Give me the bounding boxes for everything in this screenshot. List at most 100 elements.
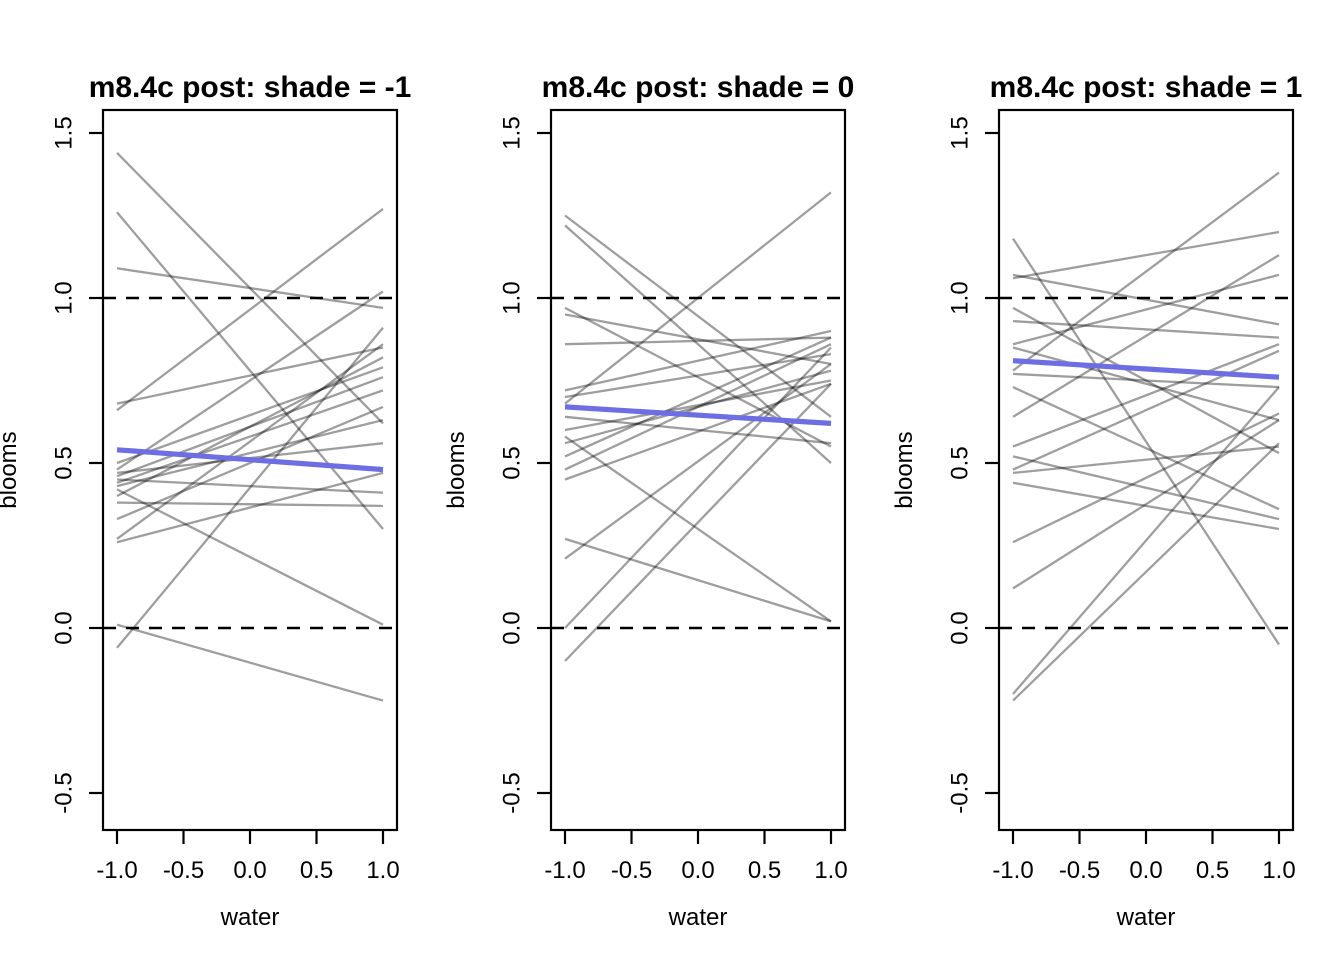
posterior-sample-line <box>116 207 384 412</box>
posterior-sample-line <box>1012 273 1280 346</box>
posterior-sample-line <box>116 151 384 425</box>
posterior-sample-line <box>1012 419 1280 590</box>
x-tick-label: -0.5 <box>1059 857 1100 884</box>
posterior-sample-line <box>564 537 832 623</box>
posterior-sample-line <box>564 214 832 418</box>
posterior-sample-line <box>1012 319 1280 339</box>
posterior-sample-line <box>116 478 384 494</box>
posterior-sample-line <box>116 267 384 310</box>
posterior-sample-line <box>116 211 384 530</box>
posterior-sample-line <box>116 326 384 649</box>
x-axis-label: water <box>1116 904 1176 931</box>
y-tick-label: 1.5 <box>947 116 974 149</box>
posterior-sample-line <box>116 471 384 544</box>
y-tick-label: 1.0 <box>499 281 526 314</box>
x-tick-label: 0.5 <box>300 857 333 884</box>
plot-frame <box>549 108 847 832</box>
y-axis-label: blooms <box>443 431 470 508</box>
y-tick-label: -0.5 <box>947 772 974 813</box>
posterior-sample-line <box>564 435 832 623</box>
x-tick-label: -0.5 <box>611 857 652 884</box>
posterior-sample-line <box>116 290 384 471</box>
posterior-sample-line <box>116 488 384 626</box>
x-tick-label: 1.0 <box>814 857 847 884</box>
posterior-sample-line <box>1012 171 1280 372</box>
posterior-sample-line <box>116 346 384 405</box>
posterior-sample-line <box>564 369 832 445</box>
posterior-sample-line <box>1012 412 1280 544</box>
posterior-sample-line <box>564 224 832 464</box>
panel-shade-plus1: m8.4c post: shade = 1 water blooms -1.0-… <box>891 71 1302 931</box>
panel-plot-area: -1.0 -0.5 0.0 0.5 1.0 -0.5 0.0 0.5 1.0 1.5 <box>51 108 400 884</box>
posterior-sample-line <box>564 352 832 399</box>
posterior-sample-line <box>564 383 832 662</box>
posterior-sample-line <box>564 336 832 346</box>
posterior-sample-line <box>1012 230 1280 280</box>
posterior-sample-line <box>564 415 832 445</box>
posterior-sample-line <box>564 306 832 448</box>
x-tick-label: -1.0 <box>544 857 585 884</box>
y-tick-label: 1.5 <box>499 116 526 149</box>
posterior-sample-line <box>1012 386 1280 511</box>
y-tick-label: 0.5 <box>947 446 974 479</box>
posterior-sample-line <box>1012 455 1280 521</box>
panel-title: m8.4c post: shade = 0 <box>542 71 855 104</box>
posterior-sample-line <box>1012 481 1280 531</box>
posterior-sample-line <box>116 623 384 702</box>
y-tick-label: 0.5 <box>499 446 526 479</box>
posterior-sample-line <box>564 346 832 629</box>
y-axis-label: blooms <box>0 431 22 508</box>
y-tick-label: 1.0 <box>947 281 974 314</box>
posterior-sample-line <box>116 376 384 478</box>
posterior-sample-line <box>1012 386 1280 695</box>
x-tick-label: 1.0 <box>1262 857 1295 884</box>
x-axis-label: water <box>668 904 728 931</box>
posterior-sample-line <box>1012 343 1280 448</box>
y-tick-label: 0.0 <box>51 611 78 644</box>
x-tick-label: -0.5 <box>163 857 204 884</box>
posterior-mean-line <box>116 447 384 473</box>
panel-shade-zero: m8.4c post: shade = 0 water blooms -1.0-… <box>443 71 854 931</box>
panel-plot-area: -1.0 -0.5 0.0 0.5 1.0 -0.5 0.0 0.5 1.0 1.5 <box>499 108 848 884</box>
x-tick-label: -1.0 <box>96 857 137 884</box>
x-tick-label: 0.0 <box>681 857 714 884</box>
posterior-sample-line <box>564 363 832 560</box>
posterior-sample-line <box>1012 254 1280 418</box>
x-tick-label: 0.0 <box>1129 857 1162 884</box>
posterior-sample-line <box>116 366 384 465</box>
posterior-sample-line <box>1012 346 1280 422</box>
posterior-sample-line <box>1012 237 1280 646</box>
posterior-sample-line <box>116 501 384 508</box>
y-tick-label: 0.0 <box>499 611 526 644</box>
posterior-sample-line <box>1012 445 1280 475</box>
y-tick-label: -0.5 <box>51 772 78 813</box>
y-tick-label: -0.5 <box>499 772 526 813</box>
panel-plot-area: -1.0 -0.5 0.0 0.5 1.0 -0.5 0.0 0.5 1.0 1.5 <box>947 108 1296 884</box>
posterior-sample-line <box>116 356 384 498</box>
x-axis-label: water <box>220 904 280 931</box>
posterior-sample-line <box>564 382 832 481</box>
posterior-mean-line <box>564 404 832 426</box>
posterior-sample-line <box>564 379 832 432</box>
y-tick-label: 1.5 <box>51 116 78 149</box>
posterior-sample-line <box>1012 306 1280 455</box>
posterior-sample-line <box>564 313 832 366</box>
panel-shade-minus1: m8.4c post: shade = -1 water blooms -1.0… <box>0 71 411 931</box>
posterior-mean-line <box>1012 358 1280 380</box>
posterior-sample-line <box>1012 372 1280 389</box>
y-tick-label: 0.5 <box>51 446 78 479</box>
x-tick-label: 1.0 <box>366 857 399 884</box>
posterior-sample-line <box>564 343 832 471</box>
panel-title: m8.4c post: shade = 1 <box>990 71 1303 104</box>
posterior-sample-line <box>1012 349 1280 471</box>
x-tick-label: 0.0 <box>233 857 266 884</box>
y-tick-label: 1.0 <box>51 281 78 314</box>
posterior-sample-line <box>1012 273 1280 326</box>
x-tick-label: 0.5 <box>748 857 781 884</box>
posterior-sample-line <box>116 405 384 521</box>
posterior-sample-line <box>564 191 832 405</box>
posterior-sample-line <box>116 418 384 488</box>
posterior-sample-line <box>564 336 832 458</box>
